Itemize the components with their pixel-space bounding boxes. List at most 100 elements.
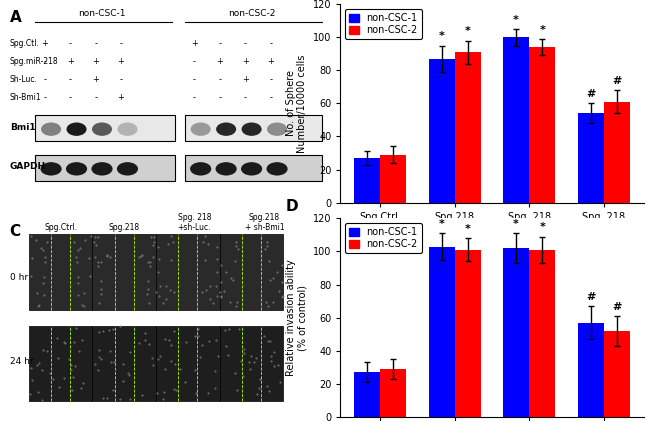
- Bar: [220, 325, 283, 401]
- Text: +: +: [216, 57, 223, 66]
- Text: -: -: [218, 75, 221, 84]
- Ellipse shape: [267, 123, 287, 136]
- Text: -: -: [69, 93, 72, 102]
- Text: +: +: [118, 93, 125, 102]
- Text: Bmi1: Bmi1: [10, 123, 35, 132]
- Bar: [29, 234, 92, 310]
- Text: Spg.218
+ sh-Bmi1: Spg.218 + sh-Bmi1: [244, 213, 284, 232]
- Text: Sh-Luc.: Sh-Luc.: [10, 75, 38, 84]
- Text: #: #: [612, 302, 621, 312]
- Bar: [455, 250, 481, 417]
- Bar: [92, 234, 156, 310]
- Text: +: +: [191, 40, 198, 48]
- Bar: [380, 369, 406, 417]
- Legend: non-CSC-1, non-CSC-2: non-CSC-1, non-CSC-2: [345, 9, 422, 39]
- Ellipse shape: [92, 123, 112, 136]
- Text: *: *: [514, 219, 519, 229]
- Text: *: *: [439, 219, 445, 229]
- Ellipse shape: [41, 123, 61, 136]
- Text: C: C: [10, 224, 21, 240]
- Ellipse shape: [118, 123, 138, 136]
- Text: Spg.218: Spg.218: [109, 223, 140, 232]
- Ellipse shape: [190, 162, 211, 176]
- Text: Spg.miR-218: Spg.miR-218: [10, 57, 58, 66]
- Y-axis label: No. of Sphere
Number/10000 cells: No. of Sphere Number/10000 cells: [285, 54, 307, 152]
- Text: -: -: [269, 93, 272, 102]
- Legend: non-CSC-1, non-CSC-2: non-CSC-1, non-CSC-2: [345, 223, 422, 253]
- Text: -: -: [69, 75, 72, 84]
- Ellipse shape: [66, 162, 87, 176]
- Text: +: +: [118, 57, 125, 66]
- Text: +: +: [92, 75, 99, 84]
- Ellipse shape: [216, 162, 237, 176]
- Bar: [220, 234, 283, 310]
- Text: 0 hr: 0 hr: [10, 274, 28, 282]
- Y-axis label: Relative invasion ability
(% of control): Relative invasion ability (% of control): [285, 259, 307, 376]
- Bar: [354, 158, 380, 203]
- Text: -: -: [120, 75, 123, 84]
- Bar: [529, 47, 555, 203]
- Bar: [156, 234, 220, 310]
- Text: A: A: [10, 10, 21, 25]
- Text: non-CSC-1: non-CSC-1: [78, 9, 125, 18]
- Bar: [156, 325, 220, 401]
- Text: -: -: [69, 40, 72, 48]
- Text: Spg.Ctrl.: Spg.Ctrl.: [44, 223, 77, 232]
- Text: -: -: [94, 93, 97, 102]
- Bar: [578, 113, 604, 203]
- Bar: [529, 250, 555, 417]
- Ellipse shape: [242, 123, 262, 136]
- Text: -: -: [120, 40, 123, 48]
- Text: -: -: [269, 75, 272, 84]
- Bar: [428, 59, 455, 203]
- Text: +: +: [92, 57, 99, 66]
- Ellipse shape: [117, 162, 138, 176]
- Text: Spg. 218
+sh-Luc.: Spg. 218 +sh-Luc.: [177, 213, 211, 232]
- Bar: [455, 52, 481, 203]
- Bar: [35, 155, 176, 181]
- Bar: [604, 102, 630, 203]
- Bar: [578, 322, 604, 417]
- Text: +: +: [67, 57, 73, 66]
- Text: *: *: [514, 15, 519, 25]
- Text: +: +: [242, 57, 249, 66]
- Text: -: -: [94, 40, 97, 48]
- Text: +: +: [267, 57, 274, 66]
- Text: D: D: [286, 200, 298, 214]
- Ellipse shape: [241, 162, 262, 176]
- Text: -: -: [193, 75, 196, 84]
- Bar: [354, 372, 380, 417]
- Text: -: -: [43, 57, 46, 66]
- Ellipse shape: [40, 162, 62, 176]
- Text: -: -: [193, 93, 196, 102]
- Ellipse shape: [216, 123, 236, 136]
- Text: -: -: [244, 93, 247, 102]
- Ellipse shape: [66, 123, 86, 136]
- Ellipse shape: [92, 162, 112, 176]
- Text: Sh-Bmi1: Sh-Bmi1: [10, 93, 42, 102]
- Text: +: +: [242, 75, 249, 84]
- Bar: [92, 325, 156, 401]
- Text: GAPDH: GAPDH: [10, 163, 46, 171]
- Bar: [185, 115, 322, 141]
- Text: -: -: [218, 40, 221, 48]
- Bar: [503, 248, 529, 417]
- Text: -: -: [193, 57, 196, 66]
- Bar: [380, 155, 406, 203]
- Bar: [428, 247, 455, 417]
- Bar: [35, 115, 176, 141]
- Bar: [604, 331, 630, 417]
- Text: #: #: [586, 89, 595, 99]
- Ellipse shape: [190, 123, 211, 136]
- Text: *: *: [439, 32, 445, 41]
- Text: -: -: [269, 40, 272, 48]
- Text: *: *: [540, 25, 545, 35]
- Text: 24 hr: 24 hr: [10, 357, 33, 366]
- Text: *: *: [540, 222, 545, 232]
- Text: -: -: [43, 75, 46, 84]
- Bar: [185, 155, 322, 181]
- Text: +: +: [41, 40, 48, 48]
- Text: #: #: [586, 292, 595, 302]
- Ellipse shape: [266, 162, 288, 176]
- Text: non-CSC-2: non-CSC-2: [228, 9, 276, 18]
